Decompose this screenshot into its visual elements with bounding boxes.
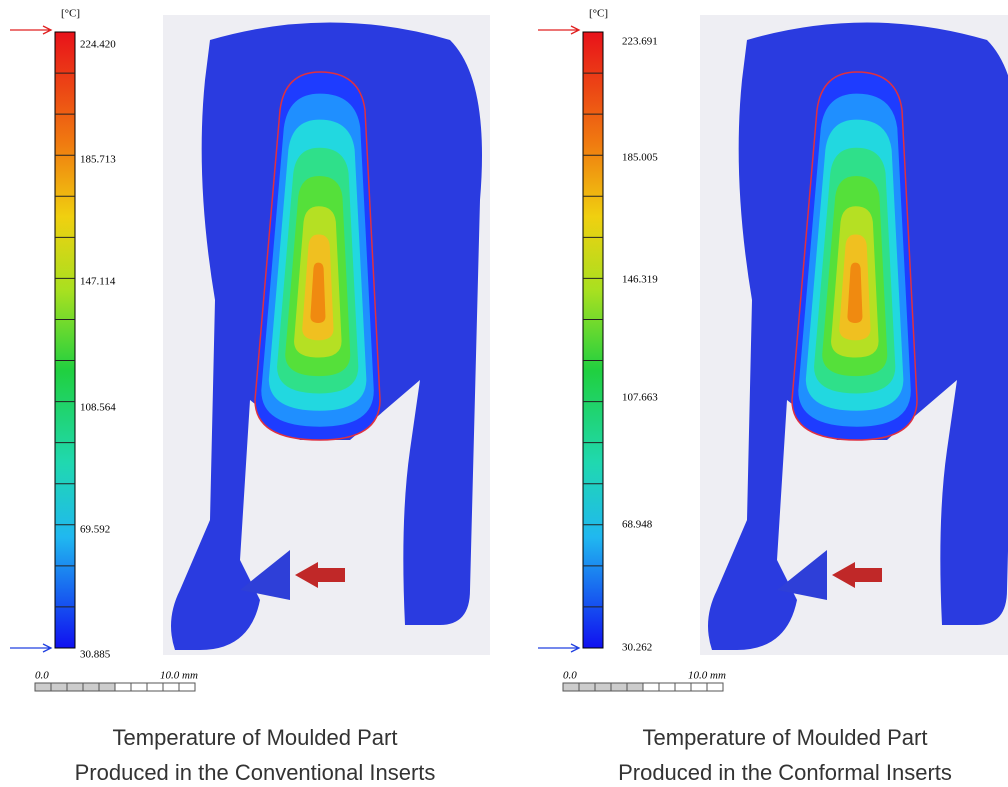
scale-label: 146.319 xyxy=(622,274,658,286)
scale-label: 107.663 xyxy=(622,392,658,404)
scale-label: 185.713 xyxy=(80,154,116,166)
max-arrow xyxy=(10,26,51,34)
scale-start: 0.0 xyxy=(563,670,577,682)
unit-label: [°C] xyxy=(589,8,608,20)
figure: [°C] 224.420 185.713 147.114 108.564 69.592 30… xyxy=(0,0,1008,787)
caption-line: Temperature of Moulded Part xyxy=(643,725,928,750)
scale-end: 10.0 mm xyxy=(160,670,198,682)
scale-bar-fill xyxy=(35,683,115,691)
color-bar xyxy=(55,32,75,648)
scale-label: 30.262 xyxy=(622,642,652,654)
unit-label: [°C] xyxy=(61,8,80,20)
min-arrow xyxy=(10,644,51,652)
scale-label: 108.564 xyxy=(80,402,116,414)
scale-label: 147.114 xyxy=(80,276,116,288)
scale-label: 223.691 xyxy=(622,36,658,48)
color-bar xyxy=(583,32,603,648)
caption-line: Produced in the Conventional Inserts xyxy=(75,760,436,785)
caption-line: Produced in the Conformal Inserts xyxy=(618,760,952,785)
scale-label: 185.005 xyxy=(622,152,658,164)
scale-label: 69.592 xyxy=(80,524,110,536)
min-arrow xyxy=(538,644,579,652)
scale-end: 10.0 mm xyxy=(688,670,726,682)
scale-label: 30.885 xyxy=(80,649,111,661)
max-arrow xyxy=(538,26,579,34)
scale-bar-fill xyxy=(563,683,643,691)
scale-start: 0.0 xyxy=(35,670,49,682)
scale-label: 68.948 xyxy=(622,519,653,531)
scale-label: 224.420 xyxy=(80,39,116,51)
caption-line: Temperature of Moulded Part xyxy=(113,725,398,750)
